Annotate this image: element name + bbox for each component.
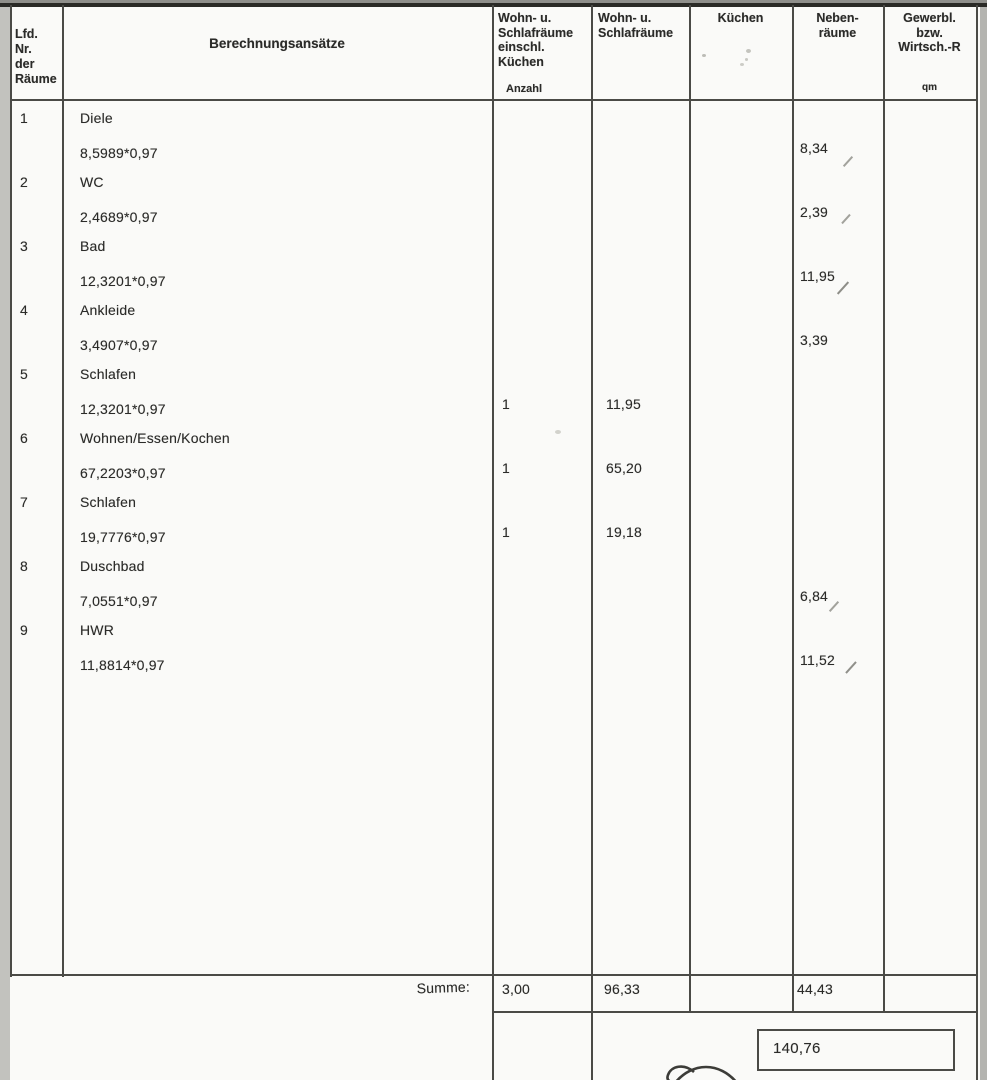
scan-smudge bbox=[746, 49, 751, 53]
room-name: Schlafen bbox=[80, 366, 137, 382]
col-header-wohn-schlaf-kuechen: Wohn- u. Schlafräume einschl. Küchen bbox=[498, 11, 574, 69]
calculation-formula: 11,8814*0,97 bbox=[80, 657, 165, 673]
table-border-left bbox=[10, 5, 12, 977]
total-box: 140,76 bbox=[757, 1029, 955, 1071]
col-header-berechnungsansaetze: Berechnungsansätze bbox=[209, 36, 345, 51]
summe-anzahl: 3,00 bbox=[502, 981, 531, 997]
table-row: 6 Wohnen/Essen/Kochen 67,2203*0,97 1 65,… bbox=[0, 424, 987, 488]
row-number: 2 bbox=[20, 174, 28, 190]
room-name: Schlafen bbox=[80, 494, 137, 510]
table-row: 5 Schlafen 12,3201*0,97 1 11,95 bbox=[0, 360, 987, 424]
table-row: 7 Schlafen 19,7776*0,97 1 19,18 bbox=[0, 488, 987, 552]
col-subheader-anzahl: Anzahl bbox=[506, 83, 543, 95]
col-divider-kuechen bbox=[792, 5, 794, 1013]
nebenraeume-value: 11,52 bbox=[800, 652, 835, 668]
calculation-formula: 19,7776*0,97 bbox=[80, 529, 166, 545]
scan-edge-left bbox=[0, 7, 10, 1080]
col-header-gewerbl: Gewerbl. bzw. Wirtsch.-R bbox=[898, 11, 961, 54]
nebenraeume-value: 11,95 bbox=[800, 268, 835, 284]
row-number: 6 bbox=[20, 430, 28, 446]
table-row: 2 WC 2,4689*0,97 2,39 bbox=[0, 168, 987, 232]
scan-smudge bbox=[555, 430, 561, 434]
table-row: 4 Ankleide 3,4907*0,97 3,39 bbox=[0, 296, 987, 360]
col-header-wohn-schlaf: Wohn- u. Schlafräume bbox=[598, 11, 674, 40]
row-number: 3 bbox=[20, 238, 28, 254]
scan-edge-right bbox=[980, 7, 987, 1080]
calculation-formula: 12,3201*0,97 bbox=[80, 273, 166, 289]
row-number: 7 bbox=[20, 494, 28, 510]
scan-smudge bbox=[740, 63, 744, 66]
row-number: 9 bbox=[20, 622, 28, 638]
col-divider-neben bbox=[883, 5, 885, 1013]
summe-wohn-schlaf: 96,33 bbox=[604, 981, 641, 997]
room-name: WC bbox=[80, 174, 104, 190]
anzahl-value: 1 bbox=[502, 396, 510, 412]
calculation-formula: 8,5989*0,97 bbox=[80, 145, 158, 161]
col-divider-lfd bbox=[62, 5, 64, 977]
calculation-formula: 67,2203*0,97 bbox=[80, 465, 166, 481]
total-value: 140,76 bbox=[773, 1040, 821, 1057]
col-header-lfd-nr: Lfd. Nr. der Räume bbox=[15, 27, 57, 86]
room-name: Bad bbox=[80, 238, 106, 254]
row-number: 5 bbox=[20, 366, 28, 382]
calculation-formula: 2,4689*0,97 bbox=[80, 209, 158, 225]
scan-smudge bbox=[702, 54, 706, 57]
col-divider-anzahl bbox=[591, 5, 593, 1080]
row-number: 4 bbox=[20, 302, 28, 318]
room-name: Wohnen/Essen/Kochen bbox=[80, 430, 230, 446]
col-divider-wohnschlaf bbox=[689, 5, 691, 1013]
wohn-schlaf-value: 19,18 bbox=[606, 524, 643, 540]
room-name: Ankleide bbox=[80, 302, 136, 318]
nebenraeume-value: 2,39 bbox=[800, 204, 829, 220]
col-divider-berechnung bbox=[492, 5, 494, 1080]
anzahl-value: 1 bbox=[502, 524, 510, 540]
table-row: 9 HWR 11,8814*0,97 11,52 bbox=[0, 616, 987, 680]
table-row: 1 Diele 8,5989*0,97 8,34 bbox=[0, 104, 987, 168]
paper-page bbox=[10, 3, 980, 1080]
col-header-nebenraeume: Neben- räume bbox=[816, 11, 859, 40]
table-border-right bbox=[976, 5, 978, 1080]
scan-smudge bbox=[745, 58, 748, 61]
col-subheader-qm: qm bbox=[922, 82, 937, 93]
summe-top-border bbox=[10, 974, 978, 976]
summe-nebenraeume: 44,43 bbox=[797, 981, 834, 997]
calculation-formula: 3,4907*0,97 bbox=[80, 337, 158, 353]
calculation-formula: 7,0551*0,97 bbox=[80, 593, 158, 609]
header-bottom-border bbox=[10, 99, 978, 101]
table-row: 3 Bad 12,3201*0,97 11,95 bbox=[0, 232, 987, 296]
wohn-schlaf-value: 11,95 bbox=[606, 396, 641, 412]
table-row: 8 Duschbad 7,0551*0,97 6,84 bbox=[0, 552, 987, 616]
row-number: 1 bbox=[20, 110, 28, 126]
nebenraeume-value: 8,34 bbox=[800, 140, 829, 156]
scan-edge-top bbox=[0, 0, 987, 3]
wohn-schlaf-value: 65,20 bbox=[606, 460, 643, 476]
row-number: 8 bbox=[20, 558, 28, 574]
nebenraeume-value: 3,39 bbox=[800, 332, 829, 348]
anzahl-value: 1 bbox=[502, 460, 510, 476]
room-name: Diele bbox=[80, 110, 113, 126]
room-name: Duschbad bbox=[80, 558, 145, 574]
summe-bottom-border bbox=[492, 1011, 978, 1013]
calculation-formula: 12,3201*0,97 bbox=[80, 401, 166, 417]
col-header-kuechen: Küchen bbox=[717, 11, 764, 25]
nebenraeume-value: 6,84 bbox=[800, 588, 829, 604]
room-name: HWR bbox=[80, 622, 115, 638]
